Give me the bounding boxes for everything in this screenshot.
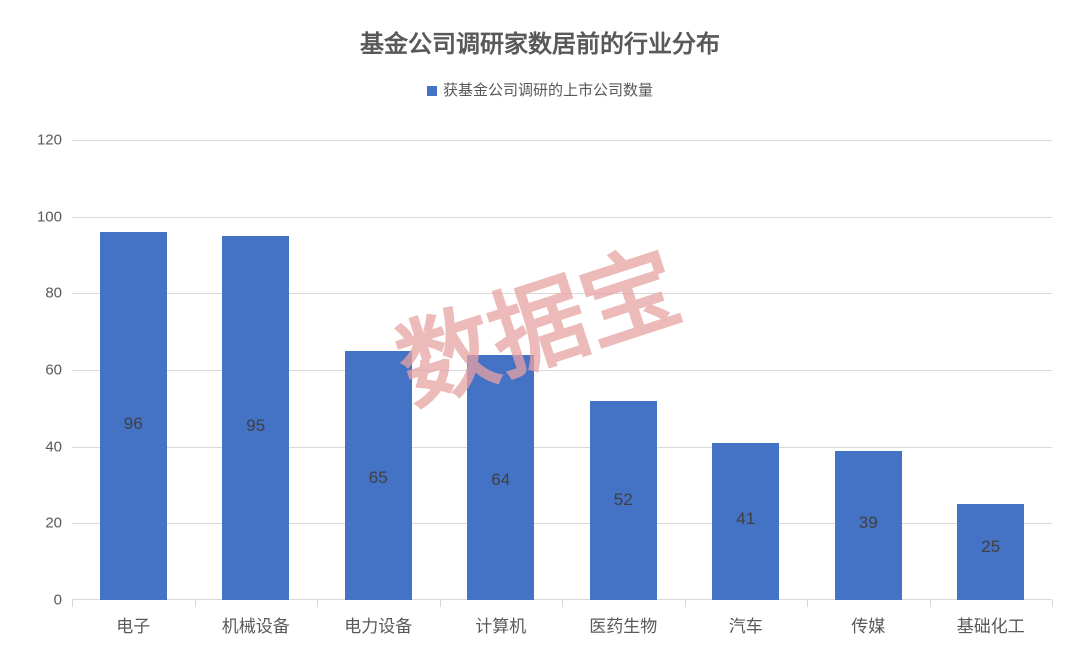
bar: 25 [957,504,1024,600]
bar: 41 [712,443,779,600]
chart-title: 基金公司调研家数居前的行业分布 [0,0,1080,59]
x-tick [317,600,318,607]
bar-value: 41 [712,509,779,529]
bar: 96 [100,232,167,600]
bar: 39 [835,451,902,601]
y-tick-label: 100 [22,208,62,225]
y-tick-label: 20 [22,515,62,532]
gridline [72,523,1052,524]
x-category-label: 计算机 [475,612,526,637]
y-tick-label: 80 [22,285,62,302]
legend: 获基金公司调研的上市公司数量 [0,79,1080,100]
x-tick [195,600,196,607]
bar-value: 95 [222,416,289,436]
y-tick-label: 120 [22,132,62,149]
bar: 65 [345,351,412,600]
x-category-label: 医药生物 [589,612,657,637]
bar: 95 [222,236,289,600]
x-tick [562,600,563,607]
plot-area: 02040608010012096电子95机械设备65电力设备64计算机52医药… [72,140,1052,600]
bar-value: 25 [957,537,1024,557]
gridline [72,370,1052,371]
x-category-label: 传媒 [851,612,885,637]
x-category-label: 汽车 [729,612,763,637]
x-category-label: 机械设备 [222,612,290,637]
y-tick-label: 0 [22,592,62,609]
y-tick-label: 60 [22,362,62,379]
bar-value: 96 [100,414,167,434]
x-category-label: 电力设备 [344,612,412,637]
bar: 64 [467,355,534,600]
bar: 52 [590,401,657,600]
gridline [72,447,1052,448]
gridline [72,217,1052,218]
legend-label: 获基金公司调研的上市公司数量 [443,82,653,99]
x-tick [1052,600,1053,607]
x-category-label: 基础化工 [957,612,1025,637]
x-tick [685,600,686,607]
y-tick-label: 40 [22,438,62,455]
bar-value: 64 [467,470,534,490]
x-tick [440,600,441,607]
x-tick [930,600,931,607]
watermark: 数据宝 [378,209,695,430]
x-tick [807,600,808,607]
x-category-label: 电子 [116,612,150,637]
gridline [72,140,1052,141]
bar-value: 65 [345,468,412,488]
gridline [72,293,1052,294]
bar-value: 52 [590,490,657,510]
x-tick [72,600,73,607]
chart-container: 基金公司调研家数居前的行业分布 获基金公司调研的上市公司数量 020406080… [0,0,1080,671]
legend-marker [427,86,437,96]
bar-value: 39 [835,513,902,533]
